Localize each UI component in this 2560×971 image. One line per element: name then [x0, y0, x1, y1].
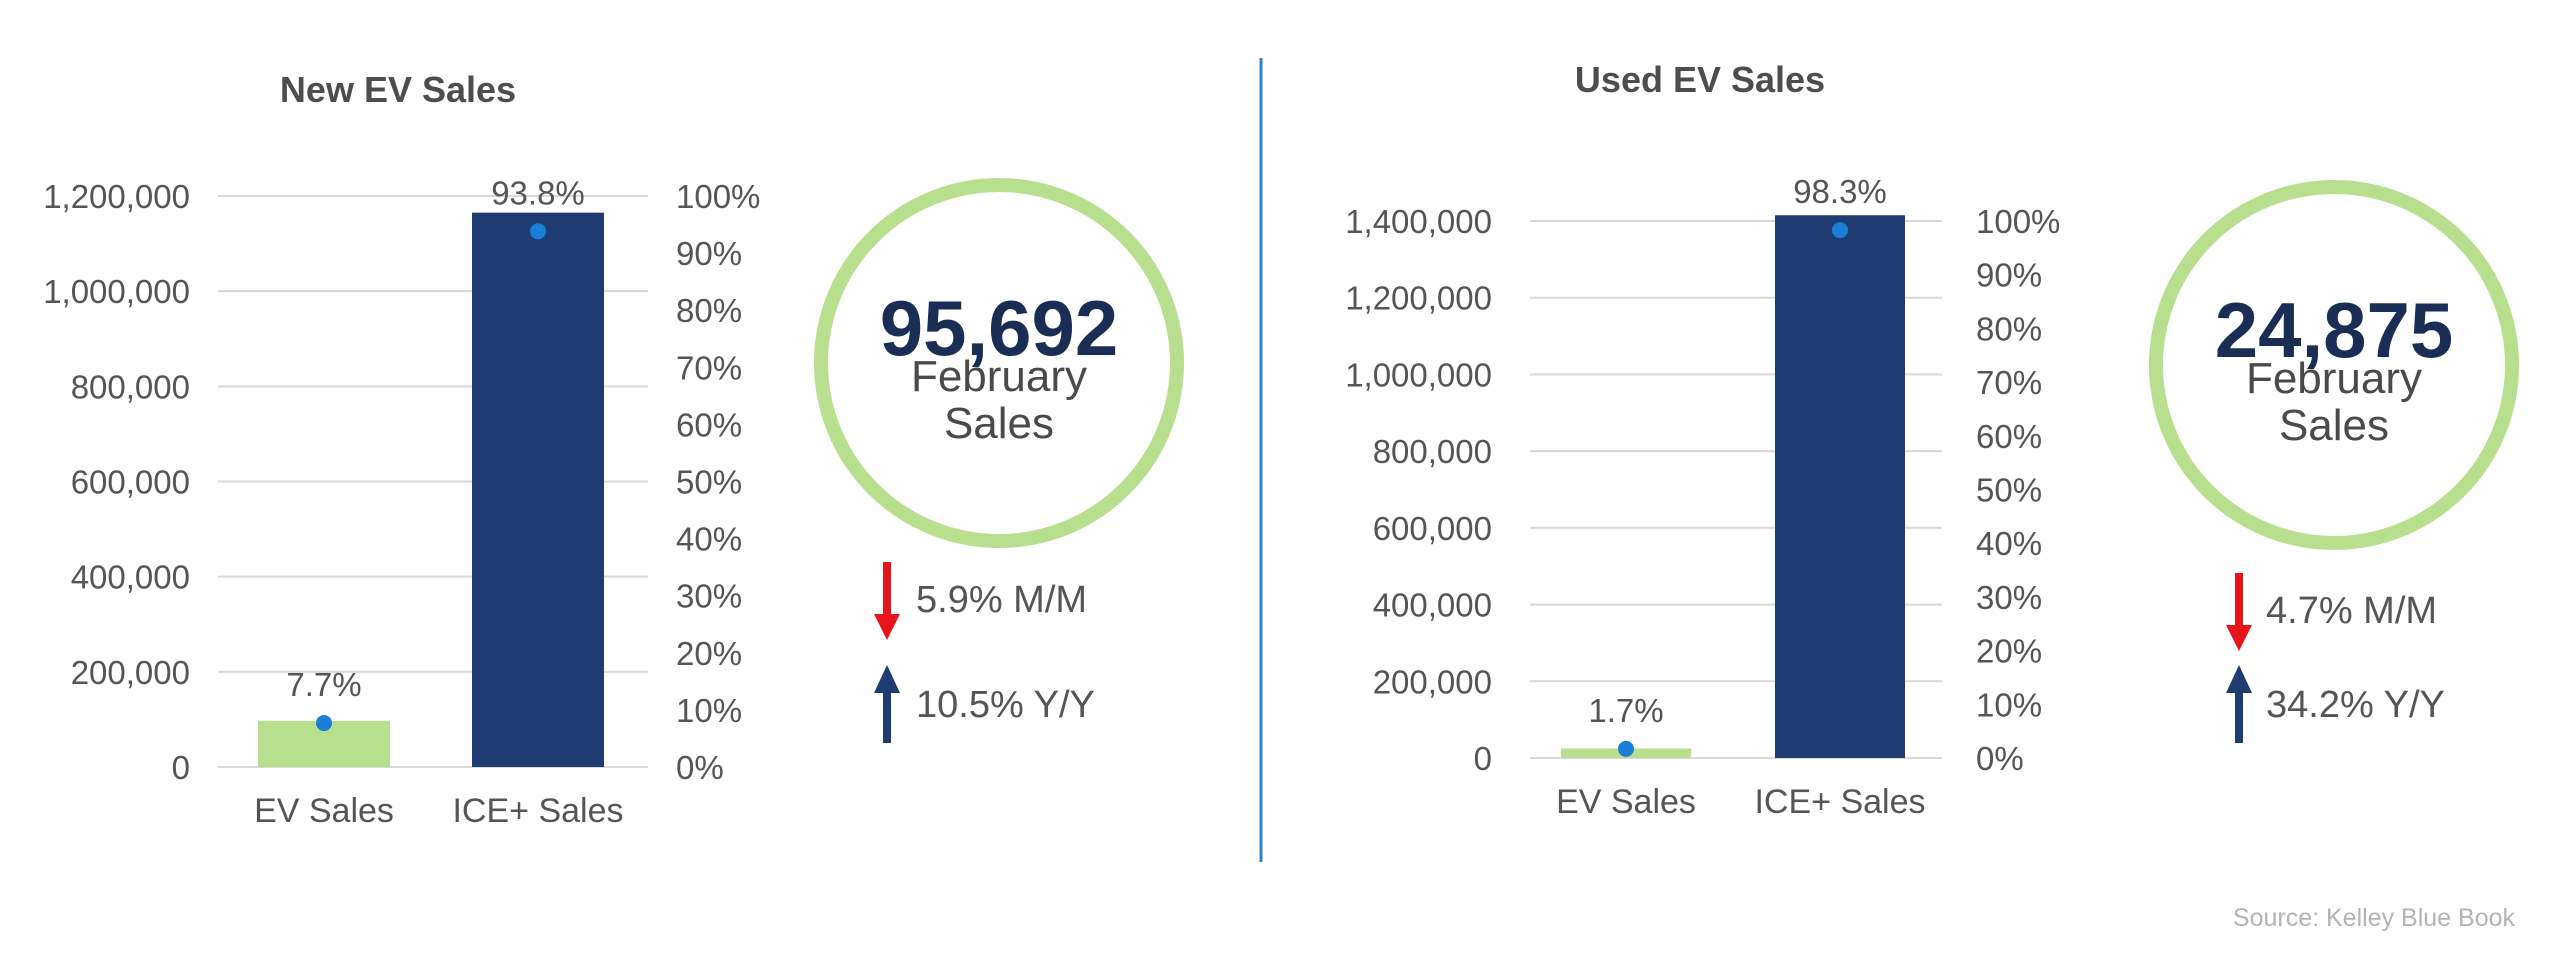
- y-tick-label: 200,000: [1373, 663, 1492, 700]
- category-label: EV Sales: [254, 792, 394, 830]
- share-data-label: 7.7%: [286, 666, 361, 703]
- y2-tick-label: 40%: [1976, 525, 2042, 562]
- y2-tick-label: 0%: [676, 749, 724, 786]
- y-tick-label: 1,400,000: [1345, 203, 1492, 240]
- y2-tick-label: 80%: [676, 292, 742, 329]
- y-tick-label: 800,000: [1373, 433, 1492, 470]
- yoy-change: 10.5% Y/Y: [916, 684, 1095, 726]
- y2-tick-label: 20%: [1976, 633, 2042, 670]
- y2-tick-label: 50%: [1976, 472, 2042, 509]
- chart-title: Used EV Sales: [1575, 59, 1825, 100]
- y2-tick-label: 20%: [676, 635, 742, 672]
- y2-tick-label: 0%: [1976, 740, 2024, 777]
- chart-used-ev-sales: Used EV Sales 0 200,000 400,000 600,000 800,0…: [1345, 59, 2060, 821]
- y-tick-label: 1,200,000: [1345, 280, 1492, 317]
- kpi-label-line1: February: [2246, 354, 2422, 403]
- y2-tick-label: 30%: [676, 578, 742, 615]
- kpi-label-line2: Sales: [944, 399, 1054, 448]
- chart-new-ev-sales: New EV Sales 0 200,000 400,000 600,000 800,00…: [43, 69, 760, 830]
- kpi-value: 24,875: [2215, 286, 2454, 374]
- y-tick-label: 1,200,000: [43, 178, 190, 215]
- share-point: [1832, 222, 1848, 239]
- arrow-up-icon: [2226, 665, 2252, 743]
- y-tick-label: 600,000: [71, 464, 190, 501]
- y-tick-label: 800,000: [71, 368, 190, 405]
- y2-tick-label: 10%: [1976, 686, 2042, 723]
- y2-tick-label: 10%: [676, 692, 742, 729]
- arrow-up-icon: [874, 665, 900, 743]
- bar-ice-sales: [472, 212, 604, 767]
- source-note: Source: Kelley Blue Book: [2233, 904, 2516, 932]
- y2-tick-label: 100%: [676, 178, 760, 215]
- kpi-ring: [814, 178, 1184, 548]
- arrow-down-icon: [2226, 573, 2252, 651]
- y2-tick-label: 90%: [1976, 257, 2042, 294]
- y-tick-label: 600,000: [1373, 510, 1492, 547]
- y-tick-label: 400,000: [71, 559, 190, 596]
- arrow-down-icon: [874, 562, 900, 640]
- y-tick-label: 0: [1474, 740, 1492, 777]
- share-data-label: 1.7%: [1588, 692, 1663, 729]
- share-data-label: 93.8%: [491, 174, 585, 211]
- y-tick-label: 200,000: [71, 654, 190, 691]
- y2-tick-label: 40%: [676, 521, 742, 558]
- y2-tick-label: 50%: [676, 464, 742, 501]
- y2-tick-label: 60%: [1976, 418, 2042, 455]
- y-tick-label: 1,000,000: [43, 273, 190, 310]
- mom-change: 5.9% M/M: [916, 579, 1087, 621]
- bar-ice-sales: [1775, 215, 1905, 758]
- kpi-ring: [2149, 180, 2519, 550]
- share-data-label: 98.3%: [1793, 173, 1887, 210]
- y2-tick-label: 70%: [676, 349, 742, 386]
- mom-change: 4.7% M/M: [2266, 590, 2437, 632]
- category-label: ICE+ Sales: [452, 792, 623, 830]
- y2-tick-label: 90%: [676, 235, 742, 272]
- y2-tick-label: 80%: [1976, 310, 2042, 347]
- kpi-label-line2: Sales: [2279, 401, 2389, 450]
- share-point: [1618, 740, 1634, 757]
- y-tick-label: 0: [172, 749, 190, 786]
- share-point: [316, 715, 332, 732]
- category-label: EV Sales: [1556, 783, 1696, 821]
- y2-tick-label: 70%: [1976, 364, 2042, 401]
- yoy-change: 34.2% Y/Y: [2266, 684, 2445, 726]
- y-tick-label: 1,000,000: [1345, 356, 1492, 393]
- kpi-value: 95,692: [880, 284, 1119, 372]
- y-tick-label: 400,000: [1373, 587, 1492, 624]
- category-label: ICE+ Sales: [1754, 783, 1925, 821]
- y2-tick-label: 100%: [1976, 203, 2060, 240]
- kpi-label-line1: February: [911, 352, 1087, 401]
- share-point: [530, 223, 546, 240]
- chart-title: New EV Sales: [280, 69, 516, 110]
- y2-tick-label: 30%: [1976, 579, 2042, 616]
- y2-tick-label: 60%: [676, 406, 742, 443]
